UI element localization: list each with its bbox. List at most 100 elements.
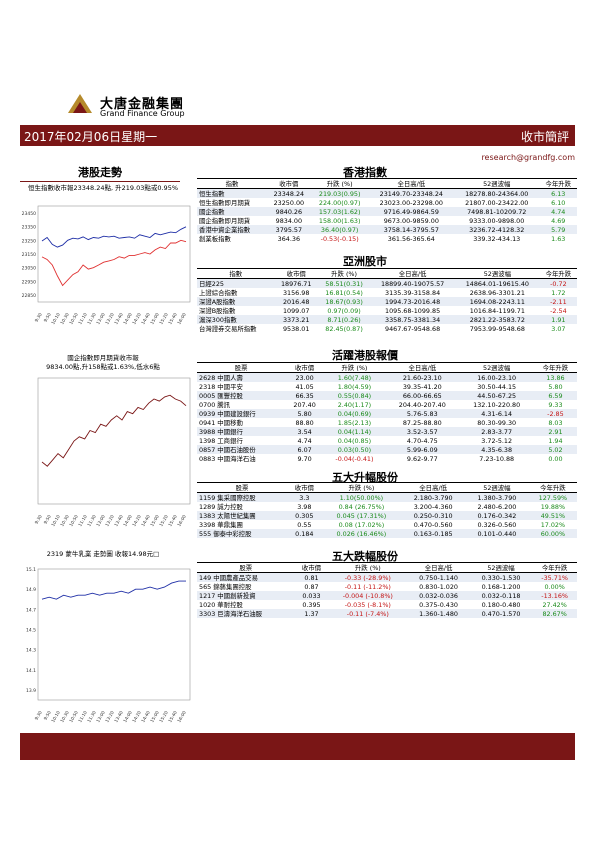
x-tick-label: 16:00: [176, 514, 188, 528]
cell-range: 4.70-4.75: [406, 436, 438, 445]
x-tick-label: 15:40: [167, 710, 179, 724]
table-row: 台灣證券交易所指數 9538.01 82.45(0.87) 9467.67-9548.…: [197, 324, 577, 334]
cell-ytd: 1.91: [539, 315, 577, 324]
cell-close: 23348.24: [266, 188, 311, 198]
cell-name: 3303 巨濤海洋石油服: [197, 609, 295, 618]
cell-name: 上證綜合指數: [199, 289, 238, 297]
cell-w52: 0.330-1.530: [469, 572, 533, 582]
x-tick-label: 9:50: [43, 514, 53, 526]
cell-range: 1994.73-2016.48: [370, 297, 455, 306]
cell-w52: 0.176-0.342: [465, 511, 529, 520]
cell-range: 3358.75-3381.34: [370, 315, 455, 324]
cell-ytd: 6.13: [539, 188, 577, 198]
x-tick-label: 9:30: [34, 710, 44, 722]
x-tick-label: 15:20: [158, 514, 170, 528]
table-header: 指數: [197, 178, 267, 189]
chart2-caption-line1: 國企指數即月期貨收市報: [67, 354, 139, 362]
cell-w52: 9333.00-9898.00: [469, 216, 525, 225]
table-row: 565 錦藝集團控股 0.87 -0.11 (-11.2%) 0.830-1.020 0…: [197, 582, 577, 592]
cell-chg: 36.40(0.97): [310, 225, 369, 234]
x-tick-label: 14:00: [122, 312, 134, 326]
table-header: 升跌 (%): [323, 362, 386, 373]
table-row: 3303 巨濤海洋石油服 1.37 -0.11 (-7.4%) 1.360-1.480…: [197, 609, 577, 618]
cell-close: 9538.01: [282, 324, 310, 333]
cell-range: 1095.68-1099.85: [385, 306, 441, 315]
table-header: 全日高/低: [407, 562, 470, 573]
cell-range: 21.60-23.10: [385, 372, 460, 382]
cell-range: 5.76-5.83: [385, 409, 460, 418]
cell-close: 0.55: [297, 520, 312, 529]
cell-range: 204.40-207.40: [398, 400, 446, 409]
cell-chg: 0.04(0.69): [323, 409, 386, 418]
cell-close: 2016.48: [274, 297, 318, 306]
cell-ytd: 9.33: [548, 400, 563, 409]
y-tick-label: 23150: [22, 252, 36, 258]
table-header: 股票: [197, 562, 295, 573]
cell-chg: 18.67(0.93): [317, 297, 371, 306]
x-tick-label: 11:30: [86, 312, 98, 326]
cell-w52: 0.101-0.440: [465, 529, 529, 538]
cell-w52: 14864.01-19615.40: [454, 278, 540, 288]
x-tick-label: 10:10: [50, 514, 62, 528]
cell-range: 3.200-4.360: [413, 502, 453, 511]
cell-close: 66.35: [285, 391, 324, 400]
top-banner: 2017年02月06日星期一 收市簡評: [20, 125, 575, 146]
hk-index-table: 指數 收市價 升跌 (%) 全日高/低 52週波幅 今年升跌 恒生指數 23348.24 219…: [197, 178, 577, 243]
y-tick-label: 14.9: [26, 587, 36, 593]
cell-chg: -0.004 (-10.8%): [328, 591, 408, 600]
cell-ytd: -13.16%: [532, 591, 577, 600]
cell-close: 3.3: [287, 492, 322, 502]
x-tick-label: 11:10: [77, 710, 89, 724]
cell-chg: 82.45(0.87): [325, 324, 363, 333]
y-tick-label: 14.1: [26, 668, 36, 674]
table-row: 0883 中國海洋石油 9.70 -0.04(-0.41) 9.62-9.77 7.23…: [197, 454, 577, 464]
cell-close: 1099.07: [282, 306, 310, 315]
table-header: 全日高/低: [401, 482, 466, 493]
series-line-0: [41, 226, 187, 248]
cell-range: 39.35-41.20: [402, 382, 442, 391]
table-header: 收市價: [274, 268, 318, 279]
x-tick-label: 13:40: [113, 514, 125, 528]
contact-email[interactable]: research@grandfg.com: [481, 153, 575, 162]
table-row: 國企指數即月期貨 9834.00 158.00(1.63) 9673.00-9859.…: [197, 216, 577, 226]
section-title-losers: 五大跌幅股份: [332, 550, 398, 563]
cell-w52: 2.480-6.200: [477, 502, 517, 511]
table-row: 國企指數 9840.26 157.03(1.62) 9716.49-9864.59 74…: [197, 207, 577, 216]
top-losers-table: 股票 收市價 升跌 (%) 全日高/低 52週波幅 今年升跌 149 中國農產品交易 0.81…: [197, 562, 577, 618]
y-tick-label: 14.7: [26, 607, 36, 613]
cell-close: 0.87: [304, 582, 319, 591]
cell-name: 1398 工商銀行: [199, 437, 243, 445]
x-tick-label: 14:00: [122, 710, 134, 724]
cell-name: 0857 中國石油股份: [197, 445, 286, 454]
cell-close: 9834.00: [275, 216, 303, 225]
cell-name: 台灣證券交易所指數: [199, 325, 257, 333]
x-tick-label: 14:20: [131, 514, 143, 528]
hsi-intraday-chart: 23450 23350 23250 23150 23050 22950 22850 9:30 9…: [22, 205, 191, 326]
table-header: 今年升跌: [533, 362, 577, 373]
brand-name-en: Grand Finance Group: [100, 109, 185, 118]
x-tick-label: 10:10: [50, 312, 62, 326]
x-tick-label: 14:40: [140, 514, 152, 528]
x-tick-label: 11:30: [86, 514, 98, 528]
cell-w52: 18278.80-24364.00: [454, 188, 540, 198]
cell-name: 0883 中國海洋石油: [199, 455, 256, 463]
cell-w52: 1694.08-2243.11: [454, 297, 540, 306]
section-title-active: 活躍港股報價: [332, 349, 398, 362]
active-stocks-table: 股票 收市價 升跌 (%) 全日高/低 52週波幅 今年升跌 2628 中國人壽 23.00 1…: [197, 362, 577, 463]
table-header: 全日高/低: [370, 268, 455, 279]
x-tick-label: 9:50: [43, 710, 53, 722]
bottom-banner: [20, 733, 575, 760]
y-tick-label: 22950: [22, 279, 36, 285]
cell-name: 1383 太陽世紀集團: [197, 511, 288, 520]
cell-range: 9.62-9.77: [406, 454, 438, 463]
cell-range: 3135.39-3158.84: [385, 288, 441, 297]
cell-close: 3.54: [285, 427, 324, 436]
x-tick-label: 10:30: [59, 312, 71, 326]
cell-name: 香港中資企業指數: [197, 225, 267, 234]
cell-w52: 0.180-0.480: [481, 600, 521, 609]
cell-ytd: 8.03: [548, 418, 563, 427]
cell-close: 0.305: [287, 511, 322, 520]
x-tick-label: 15:20: [158, 312, 170, 326]
plot-area: [37, 205, 191, 303]
table-row: 深證A股指數 2016.48 18.67(0.93) 1994.73-2016.48 1…: [197, 297, 577, 306]
